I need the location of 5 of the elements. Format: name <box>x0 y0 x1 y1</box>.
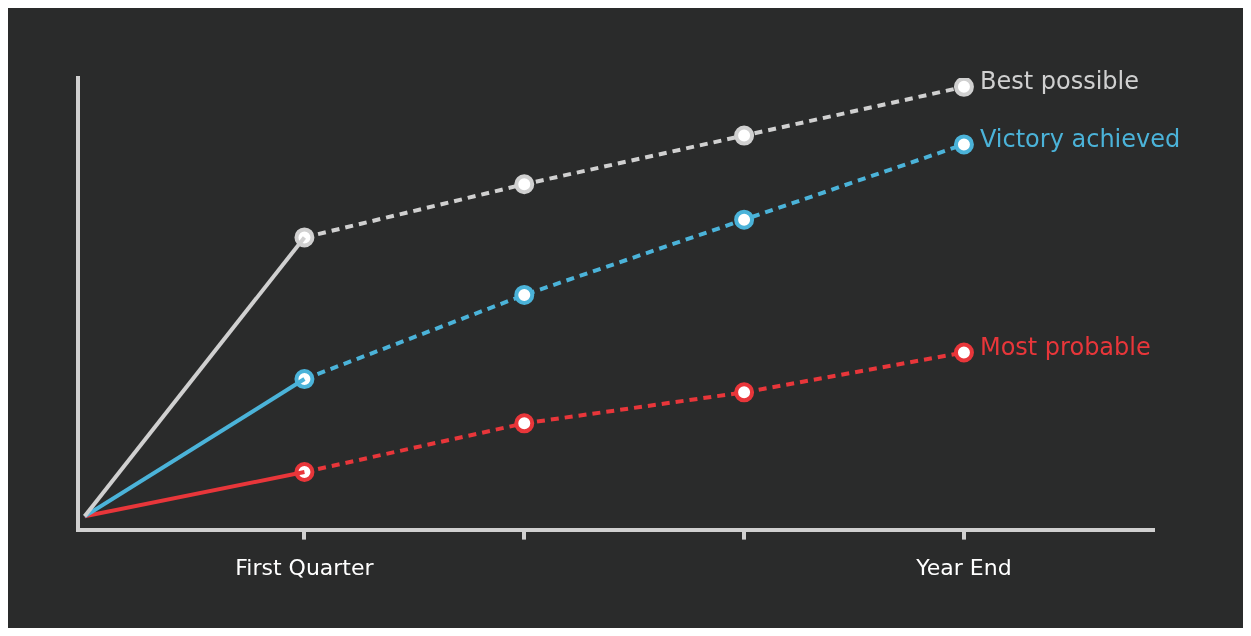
series-label: Most probable <box>979 332 1151 361</box>
x-tick-label: First Quarter <box>235 554 375 580</box>
series-label: Victory achieved <box>979 124 1181 153</box>
series-label: Best possible <box>979 67 1139 96</box>
x-tick-label: Year End <box>915 554 1012 580</box>
